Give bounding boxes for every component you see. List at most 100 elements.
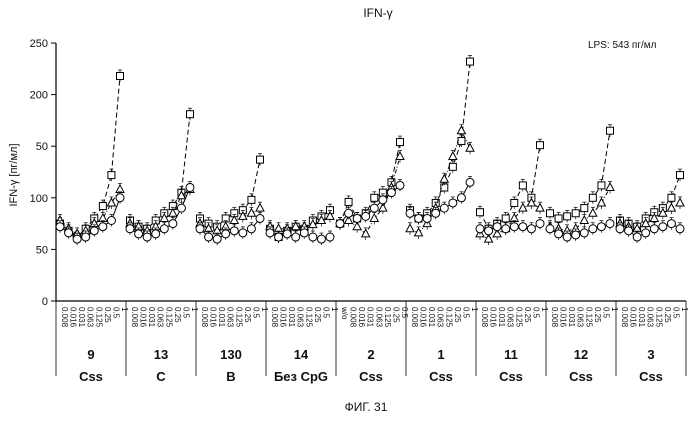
triangle-marker <box>378 202 388 212</box>
circle-marker <box>125 224 135 234</box>
square-marker <box>344 197 353 206</box>
circle-marker <box>106 216 116 226</box>
circle-marker <box>246 224 256 234</box>
y-tick-label: 200 <box>30 90 48 102</box>
circle-marker <box>649 224 659 234</box>
circle-marker <box>142 232 152 242</box>
y-axis-label: IFN-γ [пг/мл] <box>8 143 20 206</box>
triangle-marker <box>308 219 318 229</box>
concentration-label: 0.125 <box>164 307 173 328</box>
square-marker <box>667 193 676 202</box>
circle-marker <box>675 224 685 234</box>
circle-marker <box>658 222 668 232</box>
concentration-label: 0.016 <box>357 307 366 328</box>
concentration-label: 0.125 <box>654 307 663 328</box>
concentration-label: 0.008 <box>410 307 419 328</box>
concentration-label: 0.031 <box>147 307 156 328</box>
circle-marker <box>624 226 634 236</box>
concentration-label: 1 <box>190 307 199 312</box>
concentration-label: 0.016 <box>209 307 218 328</box>
square-marker <box>256 155 264 164</box>
square-marker <box>448 162 457 171</box>
triangle-marker <box>675 197 685 207</box>
group-number: 1 <box>437 347 444 362</box>
triangle-marker <box>352 221 362 231</box>
lps-annotation: LPS: 543 пг/мл <box>588 40 657 51</box>
circle-marker <box>238 228 248 238</box>
x-axis: 0.008 0.016 0.031 0.063 0.125 0.25 0.5 19Css0.0… <box>55 300 689 384</box>
concentration-label: 0.008 <box>480 307 489 328</box>
square-marker <box>476 208 484 217</box>
square-marker <box>546 209 554 218</box>
circle-marker <box>134 229 144 239</box>
y-tick-label: 50 <box>36 244 48 256</box>
concentration-label: 0.016 <box>419 307 428 328</box>
circle-marker <box>509 222 519 232</box>
triangle-marker <box>98 212 108 222</box>
group-number: 12 <box>574 347 588 362</box>
triangle-marker <box>596 197 607 207</box>
triangle-marker <box>456 125 467 135</box>
circle-marker <box>456 193 466 203</box>
concentration-label: 0.25 <box>173 307 182 323</box>
circle-marker <box>325 232 335 242</box>
circle-marker <box>588 224 598 234</box>
concentration-label: 0.5 <box>671 307 680 319</box>
square-series-line <box>479 145 541 230</box>
circle-marker <box>545 224 555 234</box>
circle-marker <box>579 228 589 238</box>
group-type: B <box>226 369 235 384</box>
concentration-label: 0.031 <box>217 307 226 328</box>
concentration-label: 0.031 <box>567 307 576 328</box>
square-marker <box>98 202 107 211</box>
concentration-label: 0.063 <box>156 307 165 328</box>
group-type: Css <box>499 369 523 384</box>
square-marker <box>370 193 379 202</box>
circle-marker <box>361 211 371 221</box>
concentration-label: 0.008 <box>200 307 209 328</box>
group-type: Css <box>429 369 453 384</box>
square-marker <box>588 193 597 202</box>
circle-marker <box>89 226 99 236</box>
triangle-marker <box>325 210 335 220</box>
concentration-label: 0.5 <box>111 307 120 319</box>
circle-marker <box>229 226 239 236</box>
circle-marker <box>501 224 511 234</box>
circle-marker <box>475 224 485 234</box>
concentration-label: 0.031 <box>366 307 375 328</box>
concentration-label: 0.008 <box>550 307 559 328</box>
concentration-label: 0.125 <box>304 307 313 328</box>
concentration-label: 0.5 <box>531 307 540 319</box>
circle-marker <box>308 232 318 242</box>
square-marker <box>580 204 589 213</box>
concentration-label: 0.063 <box>646 307 655 328</box>
circle-marker <box>414 213 424 223</box>
triangle-marker <box>255 202 265 212</box>
group-type: Css <box>639 369 663 384</box>
circle-marker <box>344 208 354 218</box>
square-marker <box>466 57 474 66</box>
circle-marker <box>185 182 195 192</box>
square-marker <box>536 141 544 150</box>
square-marker <box>116 72 124 81</box>
triangle-marker <box>413 227 424 237</box>
y-tick-label: 50 <box>36 141 48 153</box>
concentration-label: 0.25 <box>103 307 112 323</box>
square-marker <box>597 181 606 190</box>
square-marker <box>676 171 684 180</box>
circle-marker <box>352 213 362 223</box>
concentration-label: 0.25 <box>391 307 400 323</box>
triangle-marker <box>448 150 458 161</box>
concentration-label: 1 <box>330 307 339 312</box>
concentration-label: 0.25 <box>453 307 462 323</box>
concentration-label: 0.016 <box>629 307 638 328</box>
triangle-marker <box>238 210 248 220</box>
triangle-marker <box>343 214 354 225</box>
concentration-label: 0.063 <box>296 307 305 328</box>
circle-marker <box>448 198 458 208</box>
group-number: 14 <box>294 347 309 362</box>
circle-marker <box>526 224 536 234</box>
group-number: 2 <box>367 347 374 362</box>
concentration-label: 0.25 <box>243 307 252 323</box>
triangle-marker <box>316 214 327 225</box>
